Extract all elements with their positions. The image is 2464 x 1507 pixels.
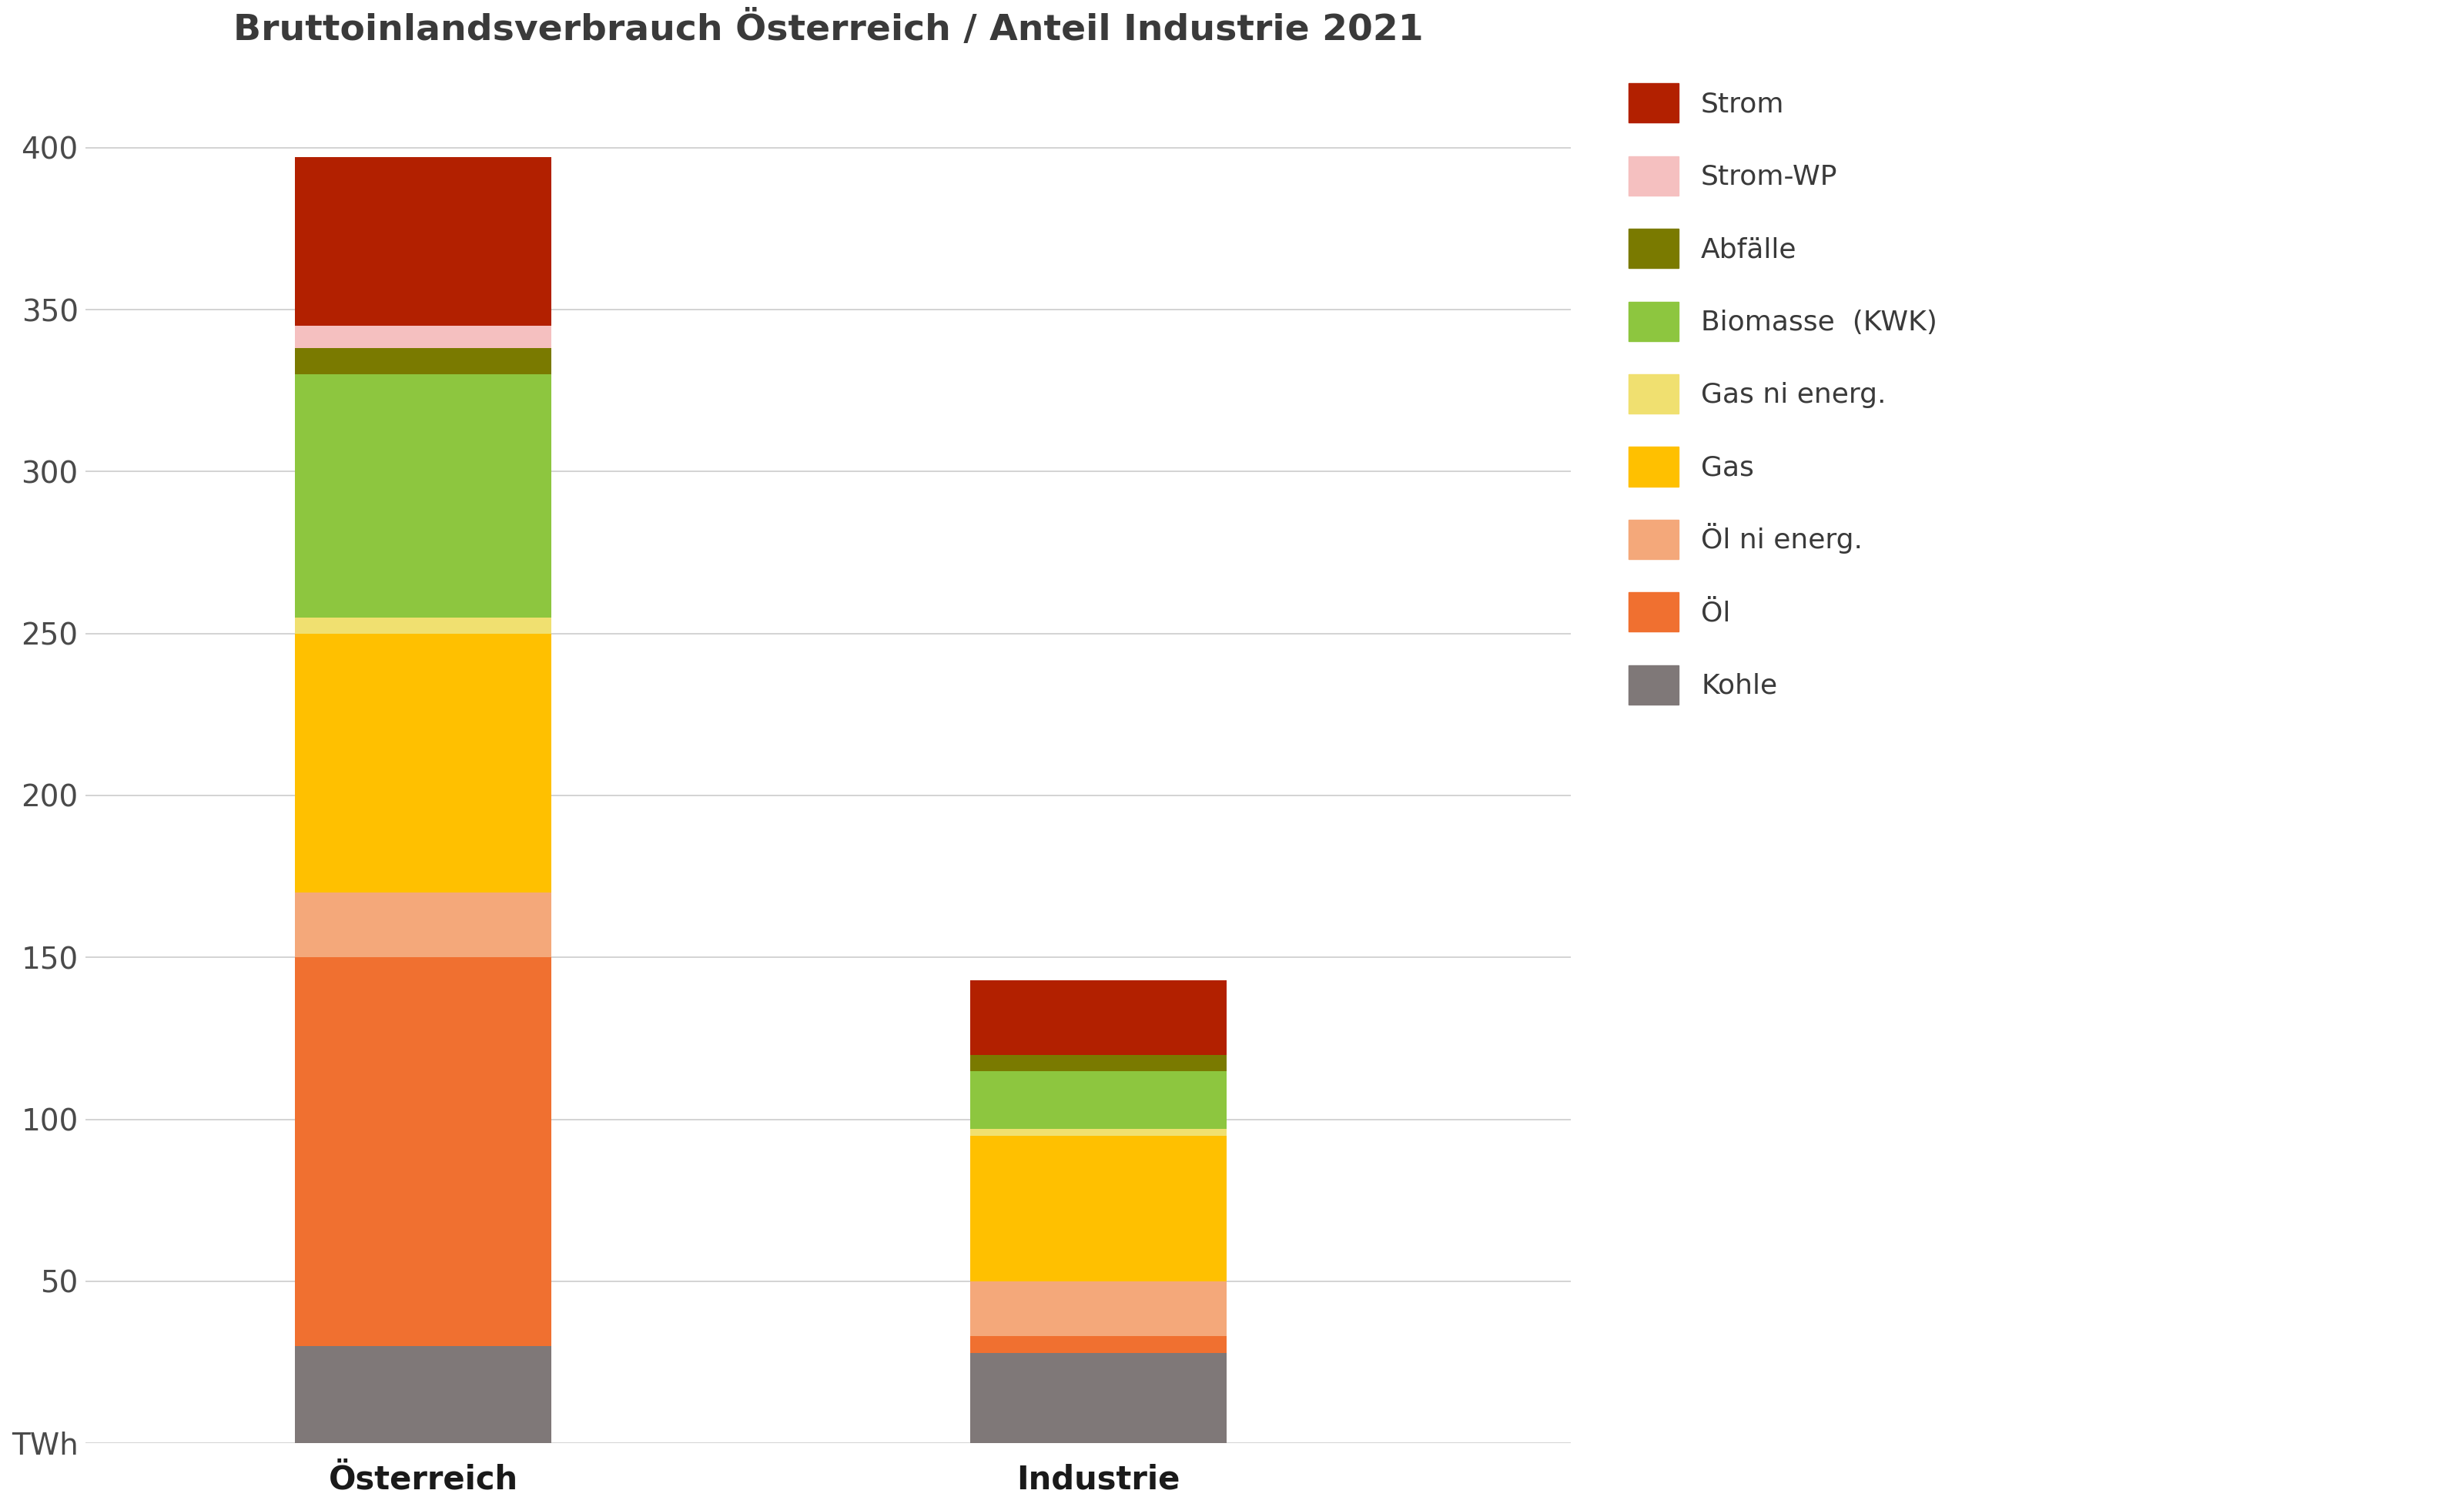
Bar (296, 892, 552, 957)
Bar (971, 1136, 1227, 1281)
Bar (971, 980, 1227, 1055)
Bar (296, 374, 552, 618)
Bar (296, 633, 552, 892)
Bar (296, 1346, 552, 1444)
Bar (296, 326, 552, 348)
Bar (971, 1337, 1227, 1353)
Bar (971, 1353, 1227, 1444)
Bar (296, 348, 552, 374)
Bar (971, 1055, 1227, 1071)
Bar (296, 157, 552, 326)
Title: Bruttoinlandsverbrauch Österreich / Anteil Industrie 2021: Bruttoinlandsverbrauch Österreich / Ante… (234, 12, 1424, 48)
Legend: Strom, Strom-WP, Abfälle, Biomasse  (KWK), Gas ni energ., Gas, Öl ni energ., Öl,: Strom, Strom-WP, Abfälle, Biomasse (KWK)… (1614, 69, 1951, 719)
Bar (971, 1071, 1227, 1129)
Bar (971, 1129, 1227, 1136)
Bar (296, 618, 552, 633)
Bar (971, 1281, 1227, 1337)
Bar (296, 957, 552, 1346)
